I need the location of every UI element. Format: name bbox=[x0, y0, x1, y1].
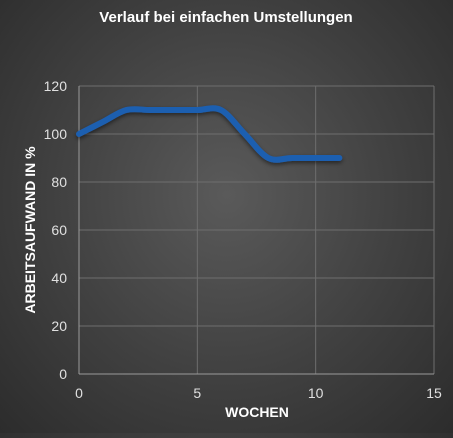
y-tick-label: 20 bbox=[51, 318, 67, 334]
series-line-solid bbox=[76, 105, 343, 163]
y-tick-label: 0 bbox=[59, 366, 67, 382]
x-tick-label: 15 bbox=[426, 385, 442, 401]
series-layer bbox=[76, 105, 343, 163]
chart-title: Verlauf bei einfachen Umstellungen bbox=[99, 9, 352, 26]
x-tick-label: 5 bbox=[193, 385, 201, 401]
y-tick-label: 80 bbox=[51, 174, 67, 190]
y-tick-label: 40 bbox=[51, 270, 67, 286]
x-tick-label: 10 bbox=[308, 385, 324, 401]
grid-layer bbox=[78, 85, 435, 375]
x-axis-label: WOCHEN bbox=[225, 404, 289, 420]
y-tick-label: 60 bbox=[51, 222, 67, 238]
y-tick-label: 100 bbox=[44, 126, 68, 142]
axis-layer: 0 20 40 60 80 100 120 0 5 10 15 bbox=[44, 78, 442, 401]
y-tick-label: 120 bbox=[44, 78, 68, 94]
x-tick-label: 0 bbox=[75, 385, 83, 401]
y-axis-label: ARBEITSAUFWAND IN % bbox=[22, 146, 38, 314]
